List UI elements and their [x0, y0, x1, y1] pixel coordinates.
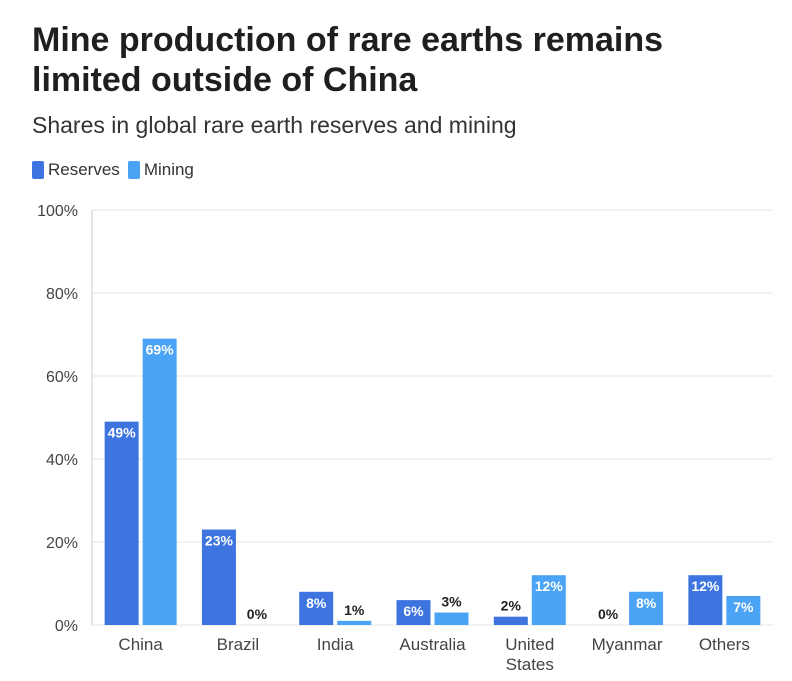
x-tick-label-line: Brazil — [217, 635, 260, 654]
data-label-reserves: 6% — [403, 603, 424, 619]
y-tick-label: 0% — [55, 618, 78, 635]
data-label-mining: 12% — [535, 578, 564, 594]
x-tick-label: Others — [699, 635, 750, 654]
data-label-mining: 7% — [733, 599, 754, 615]
legend: Reserves Mining — [32, 160, 202, 180]
y-tick-label: 100% — [37, 203, 78, 220]
legend-swatch-mining — [127, 161, 140, 179]
data-label-reserves: 12% — [691, 578, 720, 594]
legend-item-mining: Mining — [127, 160, 194, 180]
x-tick-label-line: States — [506, 655, 554, 674]
data-label-mining: 69% — [146, 342, 175, 358]
bar-reserves — [104, 421, 139, 625]
legend-swatch-reserves — [32, 161, 44, 179]
bar-mining — [434, 612, 469, 625]
data-label-mining: 8% — [636, 595, 657, 611]
data-label-reserves: 8% — [306, 595, 327, 611]
x-tick-label-line: Myanmar — [592, 635, 663, 654]
x-tick-label: Myanmar — [592, 635, 663, 654]
bar-reserves — [299, 591, 334, 625]
bar-mining — [337, 620, 372, 625]
y-tick-label: 20% — [46, 535, 78, 552]
x-tick-label-line: India — [317, 635, 354, 654]
chart-title: Mine production of rare earths remains l… — [32, 21, 664, 99]
x-tick-label: United States — [505, 635, 554, 674]
data-label-reserves: 23% — [205, 533, 234, 549]
bar-reserves — [396, 600, 431, 625]
data-label-mining: 1% — [344, 602, 365, 618]
legend-label-reserves: Reserves — [48, 160, 120, 179]
y-tick-label: 80% — [46, 286, 78, 303]
bar-mining — [726, 595, 761, 625]
bar-reserves — [201, 529, 236, 625]
x-tick-label: Australia — [399, 635, 466, 654]
bar-mining — [531, 575, 566, 625]
legend-item-reserves: Reserves — [32, 160, 120, 180]
bar-reserves — [493, 616, 528, 625]
bar-reserves — [688, 575, 723, 625]
y-tick-label: 60% — [46, 369, 78, 386]
x-tick-label: China — [118, 635, 163, 654]
bar-mining — [629, 591, 664, 625]
data-label-reserves: 0% — [598, 606, 619, 622]
x-tick-label-line: United — [505, 635, 554, 654]
x-tick-label-line: China — [118, 635, 163, 654]
legend-label-mining: Mining — [143, 160, 194, 179]
chart-subtitle: Shares in global rare earth reserves and… — [32, 112, 517, 138]
x-tick-label: Brazil — [217, 635, 260, 654]
data-label-reserves: 2% — [501, 598, 522, 614]
x-tick-label-line: Australia — [399, 635, 466, 654]
bar-mining — [142, 338, 177, 625]
data-label-reserves: 49% — [108, 425, 137, 441]
x-tick-label-line: Others — [699, 635, 750, 654]
y-tick-label: 40% — [46, 452, 78, 469]
x-tick-label: India — [317, 635, 354, 654]
data-label-mining: 0% — [247, 606, 268, 622]
data-label-mining: 3% — [441, 594, 462, 610]
